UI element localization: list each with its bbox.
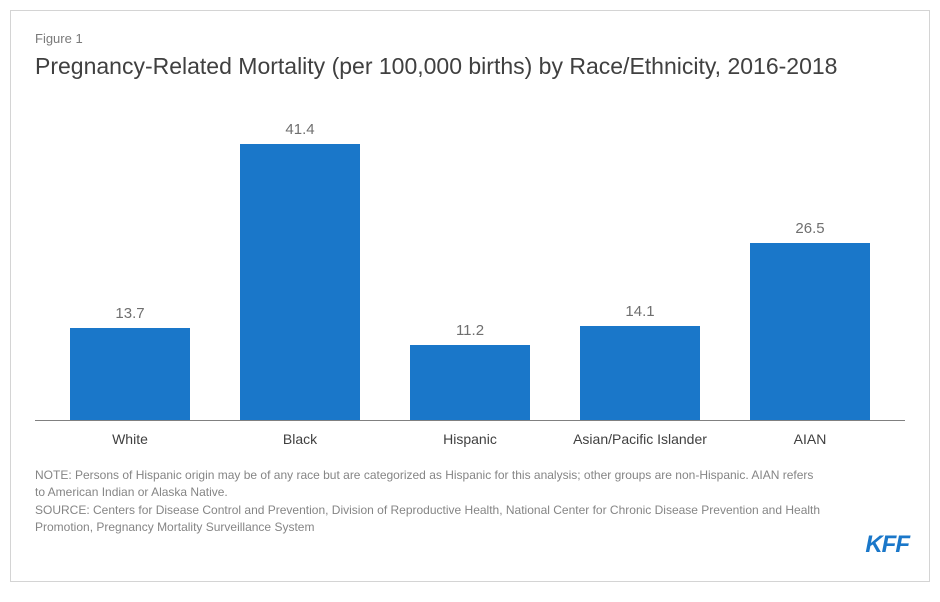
bar-value-label: 41.4 — [285, 121, 314, 138]
chart-title: Pregnancy-Related Mortality (per 100,000… — [35, 52, 905, 81]
bar-value-label: 13.7 — [115, 305, 144, 322]
chart-frame: Figure 1 Pregnancy-Related Mortality (pe… — [10, 10, 930, 582]
x-axis-label: Asian/Pacific Islander — [564, 431, 717, 447]
note-text: NOTE: Persons of Hispanic origin may be … — [35, 467, 825, 502]
x-axis-label: AIAN — [734, 431, 887, 447]
bar — [750, 243, 869, 420]
plot-area: 13.7 41.4 11.2 14.1 26.5 — [35, 91, 905, 421]
bar — [410, 345, 529, 420]
source-text: SOURCE: Centers for Disease Control and … — [35, 502, 825, 537]
kff-logo-text: KFF — [865, 531, 909, 558]
x-axis-label: White — [54, 431, 207, 447]
bar — [240, 144, 359, 420]
x-axis-label: Hispanic — [394, 431, 547, 447]
bar — [70, 328, 189, 419]
bar-group: 11.2 — [394, 322, 547, 420]
x-axis-labels: White Black Hispanic Asian/Pacific Islan… — [35, 421, 905, 447]
bar-group: 26.5 — [734, 220, 887, 420]
x-axis-label: Black — [224, 431, 377, 447]
bar-value-label: 11.2 — [456, 322, 484, 339]
kff-logo: KFF — [865, 531, 909, 559]
notes-block: NOTE: Persons of Hispanic origin may be … — [35, 467, 905, 537]
bar-group: 14.1 — [564, 303, 717, 420]
bar-value-label: 14.1 — [625, 303, 654, 320]
bar-group: 13.7 — [54, 305, 207, 419]
bar-group: 41.4 — [224, 121, 377, 420]
bar-value-label: 26.5 — [795, 220, 824, 237]
bar — [580, 326, 699, 420]
figure-label: Figure 1 — [35, 31, 905, 46]
